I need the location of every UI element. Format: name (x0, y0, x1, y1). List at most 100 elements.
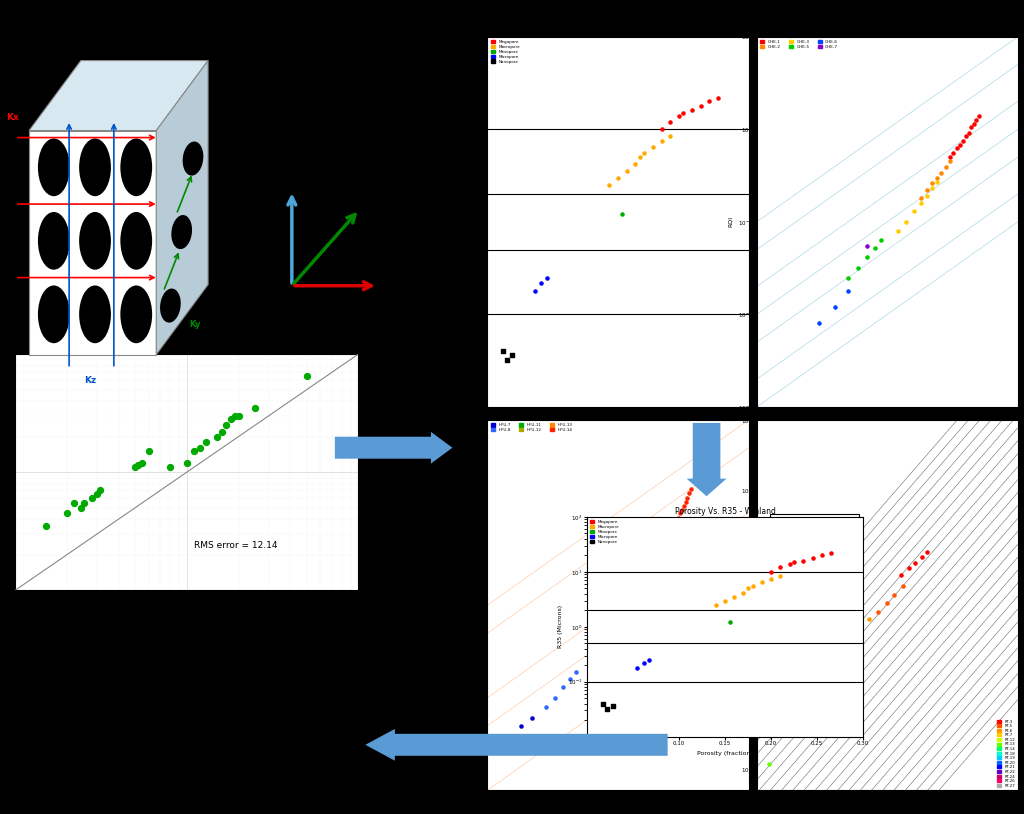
Point (84, 492, 100, 505)
Point (941, 155, 957, 168)
Ellipse shape (171, 215, 193, 249)
Point (91, 484, 108, 497)
Point (218, 418, 234, 431)
Text: Kz: Kz (84, 375, 96, 384)
X-axis label: k/pro: k/pro (880, 809, 895, 814)
Point (823, 546, 840, 559)
Point (893, 569, 909, 582)
Point (140, 444, 157, 457)
Title: Porosity Vs. R35 - Winland: Porosity Vs. R35 - Winland (675, 507, 775, 516)
Point (654, 540, 671, 553)
Point (772, 561, 788, 574)
Ellipse shape (38, 286, 70, 344)
Point (214, 425, 230, 438)
Title: Kh90° (ky) predicted vs Core (Empirical Solution): Kh90° (ky) predicted vs Core (Empirical … (68, 342, 306, 352)
Point (961, 126, 977, 139)
Point (886, 589, 902, 602)
Point (662, 527, 678, 540)
Point (538, 700, 554, 713)
Legend: GHE-1, GHE-2, GHE-3, GHE-5, GHE-6, GHE-7: GHE-1, GHE-2, GHE-3, GHE-5, GHE-6, GHE-7 (759, 39, 840, 50)
Ellipse shape (79, 138, 111, 196)
Title: PhiZ Vs. RQI - Hydraulic Flow Unit: PhiZ Vs. RQI - Hydraulic Flow Unit (554, 410, 682, 419)
Point (777, 714, 794, 727)
Ellipse shape (121, 212, 153, 269)
Ellipse shape (121, 286, 153, 344)
Point (843, 633, 859, 646)
Ellipse shape (38, 212, 70, 269)
Point (954, 134, 971, 147)
Point (717, 594, 733, 607)
Point (568, 666, 585, 679)
Point (562, 672, 579, 685)
Point (830, 658, 847, 671)
Point (185, 444, 202, 457)
Point (199, 435, 215, 449)
Point (941, 151, 957, 164)
Point (653, 134, 670, 147)
Point (919, 545, 935, 558)
Point (636, 656, 652, 669)
Point (964, 120, 980, 133)
Legend: HFU-7, HFU-8, HFU-11, HFU-12, HFU-13, HFU-14: HFU-7, HFU-8, HFU-11, HFU-12, HFU-13, HF… (489, 422, 573, 434)
Ellipse shape (121, 138, 153, 196)
Point (629, 603, 645, 616)
Point (754, 575, 770, 589)
Point (805, 551, 821, 564)
Text: RMS error = 12.14: RMS error = 12.14 (194, 540, 278, 549)
Point (744, 580, 761, 593)
Point (739, 582, 756, 595)
Point (906, 557, 923, 570)
Point (633, 595, 649, 608)
Point (859, 250, 876, 263)
Point (646, 558, 663, 571)
Point (840, 271, 856, 284)
Y-axis label: RQI: RQI (459, 600, 463, 610)
Point (684, 104, 700, 117)
Point (898, 215, 914, 228)
Text: Kx: Kx (6, 113, 19, 122)
Point (929, 171, 945, 184)
Point (763, 565, 779, 578)
Point (534, 276, 550, 289)
X-axis label: Porosity (fraction): Porosity (fraction) (697, 751, 753, 756)
Point (840, 284, 856, 297)
Point (853, 622, 869, 635)
Point (827, 300, 844, 313)
Point (873, 234, 890, 247)
Y-axis label: R35 (Microns): R35 (Microns) (558, 606, 562, 648)
Point (671, 109, 687, 122)
Point (859, 239, 876, 252)
Point (933, 166, 949, 179)
Point (58, 506, 75, 519)
Point (637, 589, 653, 602)
Ellipse shape (160, 288, 181, 322)
Point (919, 184, 935, 197)
Point (162, 461, 178, 474)
Polygon shape (29, 60, 208, 130)
Point (781, 558, 798, 571)
Point (632, 151, 648, 164)
Point (814, 675, 830, 688)
Point (524, 711, 541, 724)
Point (692, 99, 709, 112)
Point (127, 461, 143, 474)
Point (555, 681, 571, 694)
FancyArrow shape (686, 423, 727, 497)
Text: Rock Type Curve: Rock Type Curve (772, 517, 856, 526)
Title: C Vs. vk/ϕ - Pore Geometry & Structure: C Vs. vk/ϕ - Pore Geometry & Structure (813, 410, 962, 419)
Point (890, 225, 906, 238)
Point (89, 488, 105, 501)
Point (929, 175, 945, 188)
Point (629, 661, 645, 674)
Point (813, 549, 829, 562)
Point (968, 114, 984, 127)
Point (678, 496, 694, 509)
Point (193, 441, 209, 454)
Point (948, 142, 965, 155)
Point (966, 117, 982, 130)
Polygon shape (29, 130, 157, 355)
Text: Ky: Ky (189, 320, 201, 329)
Y-axis label: MSE_RRT: MSE_RRT (730, 591, 735, 619)
Point (66, 497, 82, 510)
Point (879, 597, 895, 610)
